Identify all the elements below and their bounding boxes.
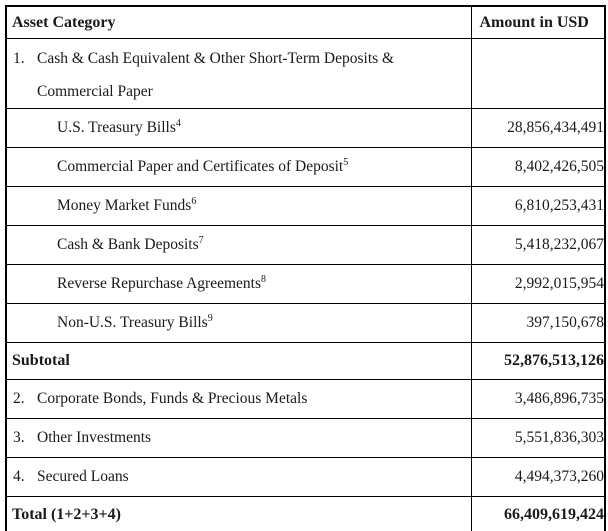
table-row-item-4: 4. Secured Loans 4,494,373,260 — [5, 457, 606, 497]
footnote-marker: 4 — [175, 117, 181, 129]
subtotal-amount: 52,876,513,126 — [470, 342, 606, 380]
item-number: 3. — [13, 429, 25, 446]
table-row-non-us-treasury-bills: Non-U.S. Treasury Bills9 397,150,678 — [5, 303, 606, 343]
table-row-us-treasury-bills: U.S. Treasury Bills4 28,856,434,491 — [5, 108, 606, 148]
cell-category: U.S. Treasury Bills4 — [5, 108, 472, 148]
table-row-item-2: 2. Corporate Bonds, Funds & Precious Met… — [5, 379, 606, 419]
cell-category: Non-U.S. Treasury Bills9 — [5, 303, 472, 343]
table-row-total: Total (1+2+3+4) 66,409,619,424 — [5, 496, 606, 531]
cell-category: 4. Secured Loans — [5, 457, 472, 497]
sub-item-label: Money Market Funds — [57, 197, 192, 214]
cell-amount: 397,150,678 — [470, 303, 606, 343]
table-row-item-1: 1. Cash & Cash Equivalent & Other Short-… — [5, 38, 606, 109]
cell-category: 3. Other Investments — [5, 418, 472, 458]
cell-amount: 6,810,253,431 — [470, 186, 606, 226]
cell-category: 2. Corporate Bonds, Funds & Precious Met… — [5, 379, 472, 419]
table-row-subtotal: Subtotal 52,876,513,126 — [5, 342, 606, 380]
footnote-marker: 8 — [261, 273, 267, 285]
footnote-marker: 9 — [207, 312, 213, 324]
table-row-money-market-funds: Money Market Funds6 6,810,253,431 — [5, 186, 606, 226]
item-label: Secured Loans — [37, 468, 129, 485]
footnote-marker: 6 — [191, 195, 197, 207]
sub-item-label: U.S. Treasury Bills — [57, 119, 176, 136]
cell-amount: 28,856,434,491 — [470, 108, 606, 148]
footnote-marker: 7 — [198, 234, 204, 246]
table-row-commercial-paper-cd: Commercial Paper and Certificates of Dep… — [5, 147, 606, 187]
cell-amount: 3,486,896,735 — [470, 379, 606, 419]
cell-category: Commercial Paper and Certificates of Dep… — [5, 147, 472, 187]
table-row-item-3: 3. Other Investments 5,551,836,303 — [5, 418, 606, 458]
subtotal-label: Subtotal — [5, 342, 472, 380]
total-amount: 66,409,619,424 — [470, 496, 606, 531]
cell-amount: 5,551,836,303 — [470, 418, 606, 458]
total-label: Total (1+2+3+4) — [5, 496, 472, 531]
asset-category-table: Asset Category Amount in USD 1. Cash & C… — [5, 5, 606, 531]
table-row-reverse-repurchase-agreements: Reverse Repurchase Agreements8 2,992,015… — [5, 264, 606, 304]
cell-category: 1. Cash & Cash Equivalent & Other Short-… — [5, 38, 472, 109]
cell-amount: 4,494,373,260 — [470, 457, 606, 497]
table-row-cash-bank-deposits: Cash & Bank Deposits7 5,418,232,067 — [5, 225, 606, 265]
cell-amount: 2,992,015,954 — [470, 264, 606, 304]
item-label: Other Investments — [37, 429, 152, 446]
cell-amount: 5,418,232,067 — [470, 225, 606, 265]
column-header-amount-in-usd: Amount in USD — [470, 5, 606, 39]
cell-amount-empty — [470, 38, 606, 109]
cell-category: Reverse Repurchase Agreements8 — [5, 264, 472, 304]
footnote-marker: 5 — [343, 156, 349, 168]
cell-category: Cash & Bank Deposits7 — [5, 225, 472, 265]
item-number: 1. — [13, 50, 25, 67]
item-label: Cash & Cash Equivalent & Other Short-Ter… — [37, 50, 395, 100]
sub-item-label: Non-U.S. Treasury Bills — [57, 314, 208, 331]
sub-item-label: Commercial Paper and Certificates of Dep… — [57, 158, 344, 175]
cell-category: Money Market Funds6 — [5, 186, 472, 226]
column-header-asset-category: Asset Category — [5, 5, 472, 39]
item-number: 4. — [13, 468, 25, 485]
sub-item-label: Cash & Bank Deposits — [57, 236, 199, 253]
table-header-row: Asset Category Amount in USD — [5, 5, 606, 39]
item-number: 2. — [13, 390, 25, 407]
item-label: Corporate Bonds, Funds & Precious Metals — [37, 390, 308, 407]
cell-amount: 8,402,426,505 — [470, 147, 606, 187]
sub-item-label: Reverse Repurchase Agreements — [57, 275, 262, 292]
